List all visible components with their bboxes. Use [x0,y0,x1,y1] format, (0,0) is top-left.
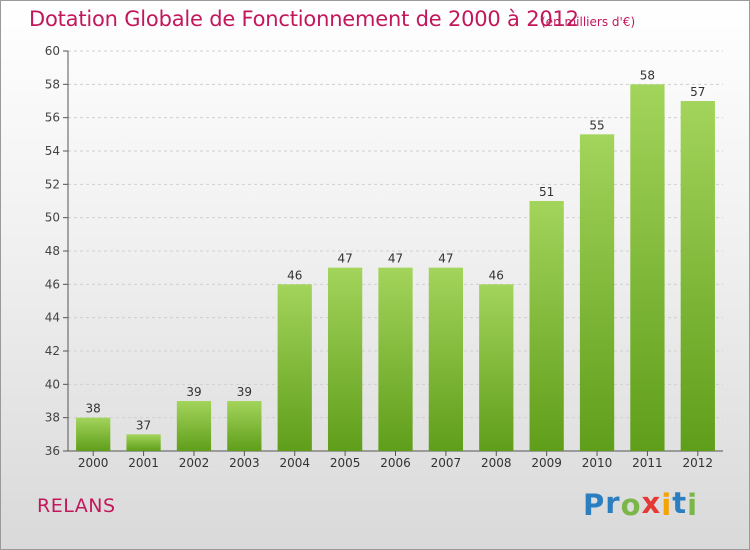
y-tick-label: 42 [45,344,60,358]
y-tick-label: 56 [45,111,60,125]
bar [680,101,715,451]
y-tick-label: 54 [45,144,60,158]
proxiti-logo[interactable]: Proxiti [583,486,699,522]
bar [479,284,514,451]
x-tick-label: 2007 [431,456,462,470]
value-label: 47 [438,252,453,266]
bar [176,401,212,451]
logo-letter: i [687,488,699,522]
x-tick-label: 2000 [78,456,109,470]
y-tick-label: 38 [45,411,60,425]
bar [227,401,262,451]
bar [630,84,665,451]
bar [126,434,161,451]
value-label: 38 [86,402,101,416]
bar [327,267,363,451]
value-labels: 38 37 39 39 46 47 47 47 46 51 55 58 57 [86,68,706,432]
logo-letter: x [641,486,662,520]
x-tick-label: 2010 [582,456,613,470]
x-tick-label: 2011 [632,456,663,470]
bar [76,417,111,451]
y-tick-label: 60 [45,44,60,58]
x-tick-label: 2004 [279,456,310,470]
logo-letter: t [672,486,688,520]
value-label: 57 [690,85,705,99]
y-tick-label: 44 [45,311,60,325]
value-label: 55 [589,118,604,132]
y-tick-label: 40 [45,377,60,391]
x-tick-label: 2001 [128,456,159,470]
chart-unit: (en milliers d'€) [541,15,636,29]
bar [529,201,564,451]
x-tick-label: 2012 [683,456,714,470]
y-tick-label: 46 [45,277,60,291]
y-tick-label: 48 [45,244,60,258]
bar [277,284,312,451]
x-tick-label: 2008 [481,456,512,470]
y-tick-label: 50 [45,211,60,225]
value-label: 58 [640,68,655,82]
value-label: 39 [186,385,201,399]
y-tick-label: 52 [45,177,60,191]
y-tick-label: 36 [45,444,60,458]
value-label: 37 [136,418,151,432]
y-tick-label: 58 [45,77,60,91]
x-tick-label: 2006 [380,456,411,470]
value-label: 46 [287,268,302,282]
chart-title: Dotation Globale de Fonctionnement de 20… [29,7,579,31]
value-label: 46 [489,268,504,282]
value-label: 47 [337,252,352,266]
bar [378,267,413,451]
bar [579,134,615,452]
value-label: 39 [237,385,252,399]
town-name: RELANS [37,495,116,517]
logo-letter: i [661,488,673,522]
value-label: 47 [388,252,403,266]
logo-letter: r [605,486,621,520]
x-tick-label: 2002 [179,456,210,470]
logo-letter: o [620,488,642,522]
bar [428,267,464,451]
x-tick-label: 2005 [330,456,361,470]
x-tick-label: 2009 [531,456,562,470]
value-label: 51 [539,185,554,199]
logo-letter: P [583,488,606,522]
bars [76,84,715,452]
x-tick-label: 2003 [229,456,260,470]
